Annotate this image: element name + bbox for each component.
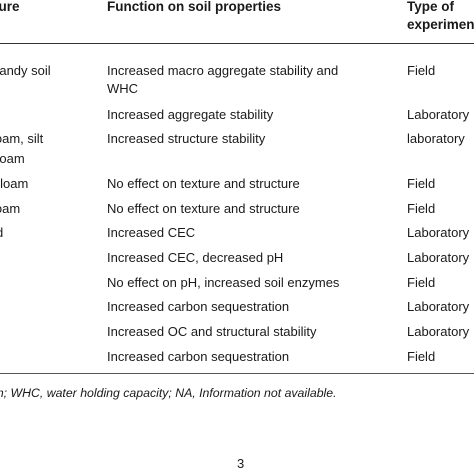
row-3-col1-continued: l loam — [0, 151, 25, 166]
row-1-col2-continued: WHC — [107, 81, 139, 96]
row-3-col3: laboratory — [407, 131, 465, 146]
row-8-col2: No effect on pH, increased soil enzymes — [107, 275, 340, 290]
row-6-col1: d — [0, 224, 3, 241]
row-7-col3: Laboratory — [407, 250, 470, 265]
row-8-col3: Field — [407, 275, 436, 290]
row-4-col2: No effect on texture and structure — [107, 176, 300, 191]
row-2-col2: Increased aggregate stability — [107, 107, 274, 122]
table-footnote: on; WHC, water holding capacity; NA, Inf… — [0, 386, 337, 400]
row-11-col3: Field — [407, 349, 436, 364]
page-number: 3 — [237, 456, 245, 471]
row-11-col2: Increased carbon sequestration — [107, 349, 290, 364]
row-5-col3: Field — [407, 201, 436, 216]
row-3-col1: loam, silt — [0, 131, 44, 146]
row-1-col1: d sandy soil — [0, 63, 51, 78]
header-type-of: Type of — [407, 0, 454, 14]
header-function-on-soil-properties: Function on soil properties — [107, 0, 282, 14]
table-bottom-rule — [0, 373, 474, 374]
row-6-col3: Laboratory — [407, 225, 470, 240]
row-7-col2: Increased CEC, decreased pH — [107, 250, 284, 265]
row-10-col2: Increased OC and structural stability — [107, 324, 317, 339]
row-1-col2: Increased macro aggregate stability and — [107, 63, 339, 78]
row-5-col2: No effect on texture and structure — [107, 201, 300, 216]
row-9-col2: Increased carbon sequestration — [107, 299, 290, 314]
header-bottom-rule — [0, 43, 474, 44]
row-6-col2: Increased CEC — [107, 225, 196, 240]
row-2-col3: Laboratory — [407, 107, 470, 122]
row-4-col1: lt loam — [0, 176, 29, 191]
row-10-col3: Laboratory — [407, 324, 470, 339]
row-5-col1: loam — [0, 201, 21, 216]
row-4-col3: Field — [407, 176, 436, 191]
header-experiment: experimen — [407, 17, 474, 32]
row-1-col3: Field — [407, 63, 436, 78]
header-col1: ture — [0, 0, 20, 14]
row-9-col3: Laboratory — [407, 299, 470, 314]
row-3-col2: Increased structure stability — [107, 131, 266, 146]
